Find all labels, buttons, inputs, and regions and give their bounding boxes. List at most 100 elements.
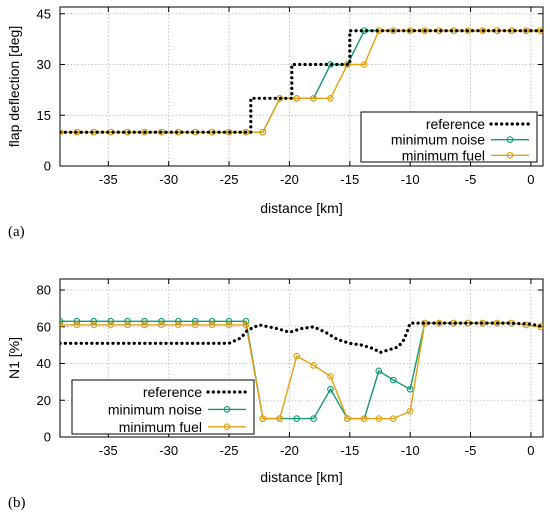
data-point <box>242 317 250 325</box>
data-point <box>208 321 216 329</box>
x-tick-label: -25 <box>220 172 239 187</box>
data-point <box>406 385 414 393</box>
x-tick-label: -35 <box>99 172 118 187</box>
data-point <box>327 373 334 380</box>
plot-frame <box>59 6 544 167</box>
legend-label: minimum noise <box>391 132 485 148</box>
x-tick-label: -25 <box>220 443 239 458</box>
x-axis-label: distance [km] <box>260 469 342 485</box>
data-point <box>158 317 165 325</box>
legend-marker <box>223 406 231 413</box>
data-point <box>327 94 334 102</box>
x-tick-label: -20 <box>280 172 299 187</box>
data-point <box>421 27 429 35</box>
x-tick-label: -15 <box>340 443 359 458</box>
data-point <box>389 27 397 35</box>
data-point <box>60 321 64 329</box>
legend-label: minimum fuel <box>402 147 485 163</box>
x-axis-label: distance [km] <box>260 200 342 216</box>
data-point <box>360 415 368 422</box>
x-tick-label: -20 <box>280 443 299 458</box>
data-point <box>107 317 115 325</box>
data-point <box>293 94 301 102</box>
data-point <box>537 323 543 331</box>
data-point <box>158 128 165 136</box>
data-point <box>310 94 317 102</box>
data-point <box>124 321 131 329</box>
data-point <box>344 415 351 422</box>
data-point <box>174 317 182 325</box>
data-point <box>259 128 267 136</box>
data-point <box>276 415 284 422</box>
data-point <box>464 27 472 35</box>
data-point <box>435 319 443 327</box>
x-tick-label: -15 <box>340 172 359 187</box>
data-point <box>141 317 148 325</box>
data-point <box>389 415 397 422</box>
legend-label: reference <box>143 384 202 400</box>
series-reference <box>60 321 543 355</box>
data-point <box>293 352 301 360</box>
y-tick-label: 0 <box>44 430 51 445</box>
series-minimum-fuel <box>60 319 543 422</box>
data-point <box>174 321 182 329</box>
y-tick-label: 45 <box>37 6 51 21</box>
legend-box <box>71 379 255 435</box>
data-point <box>208 317 216 325</box>
series-line-reference <box>60 29 543 134</box>
data-point <box>90 321 98 329</box>
data-point <box>242 128 250 136</box>
data-point <box>522 27 530 35</box>
data-point <box>242 321 250 329</box>
x-tick-label: -5 <box>465 172 477 187</box>
x-tick-label: -5 <box>465 443 477 458</box>
x-tick-label: 0 <box>527 172 534 187</box>
y-tick-label: 30 <box>37 57 51 72</box>
legend-marker <box>506 136 514 144</box>
y-axis-label: flap deflection [deg] <box>6 26 22 147</box>
data-point <box>60 128 64 136</box>
y-tick-label: 40 <box>37 356 51 371</box>
x-tick-label: -10 <box>401 443 420 458</box>
data-point <box>225 317 233 325</box>
data-point <box>360 61 368 68</box>
legend-label: reference <box>426 116 485 132</box>
data-point <box>259 415 267 422</box>
y-tick-label: 80 <box>37 283 51 298</box>
panel-label: (a) <box>8 224 25 240</box>
data-point <box>276 94 284 102</box>
data-point <box>107 321 115 329</box>
series-line <box>60 322 541 420</box>
panel-label: (b) <box>8 495 26 511</box>
legend-marker <box>506 151 514 159</box>
data-point <box>60 317 64 325</box>
x-tick-label: -30 <box>159 443 178 458</box>
legend-marker <box>223 423 231 431</box>
x-tick-label: -30 <box>159 172 178 187</box>
series-reference <box>60 29 543 134</box>
data-point <box>73 321 81 329</box>
data-point <box>327 385 334 393</box>
data-point <box>225 321 233 329</box>
data-point <box>141 321 148 329</box>
data-point <box>406 407 414 415</box>
data-point <box>375 415 383 422</box>
data-point <box>191 317 199 325</box>
legend-label: minimum fuel <box>119 419 202 435</box>
plot-frame <box>59 278 544 438</box>
data-point <box>73 317 81 325</box>
data-point <box>375 367 383 375</box>
data-point <box>124 317 131 325</box>
x-tick-label: -35 <box>99 443 118 458</box>
series-line-reference <box>60 321 543 355</box>
data-point <box>479 27 486 35</box>
y-tick-label: 60 <box>37 319 51 334</box>
y-axis-label: N1 [%] <box>6 337 22 379</box>
data-point <box>344 61 351 68</box>
y-tick-label: 15 <box>37 108 51 123</box>
data-point <box>158 321 165 329</box>
x-tick-label: -10 <box>401 172 420 187</box>
